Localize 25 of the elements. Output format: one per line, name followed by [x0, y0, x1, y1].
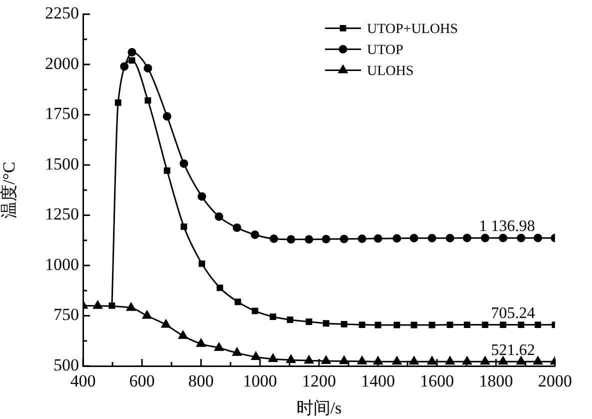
x-tick-label: 2000 — [538, 372, 572, 391]
x-tick-label: 1200 — [302, 372, 336, 391]
x-axis-title: 时间/s — [296, 398, 342, 418]
y-tick-label: 2250 — [45, 4, 79, 23]
y-tick-label: 750 — [54, 305, 79, 324]
legend-label: UTOP+ULOHS — [367, 22, 458, 37]
x-tick-label: 1000 — [243, 372, 277, 391]
x-tick-label: 400 — [70, 372, 96, 391]
x-tick-label: 800 — [188, 372, 214, 391]
legend-label: UTOP — [367, 42, 404, 58]
annotation: 705.24 — [491, 304, 535, 322]
y-axis-title: 温度/°C — [0, 162, 19, 219]
y-tick-label: 1250 — [45, 204, 79, 224]
y-tick-label: 500 — [54, 355, 79, 374]
x-tick-label: 1600 — [420, 372, 454, 391]
x-tick-label: 600 — [129, 372, 155, 391]
y-tick-label: 1750 — [45, 104, 79, 124]
y-tick-label: 2000 — [45, 54, 79, 73]
y-tick-label: 1000 — [45, 254, 79, 274]
y-tick-label: 1500 — [45, 154, 79, 174]
legend-label: ULOHS — [367, 64, 414, 79]
annotation: 1 136.98 — [479, 218, 535, 236]
x-tick-label: 1400 — [361, 372, 395, 391]
annotation: 521.62 — [491, 342, 535, 359]
x-tick-label: 1800 — [479, 372, 513, 391]
